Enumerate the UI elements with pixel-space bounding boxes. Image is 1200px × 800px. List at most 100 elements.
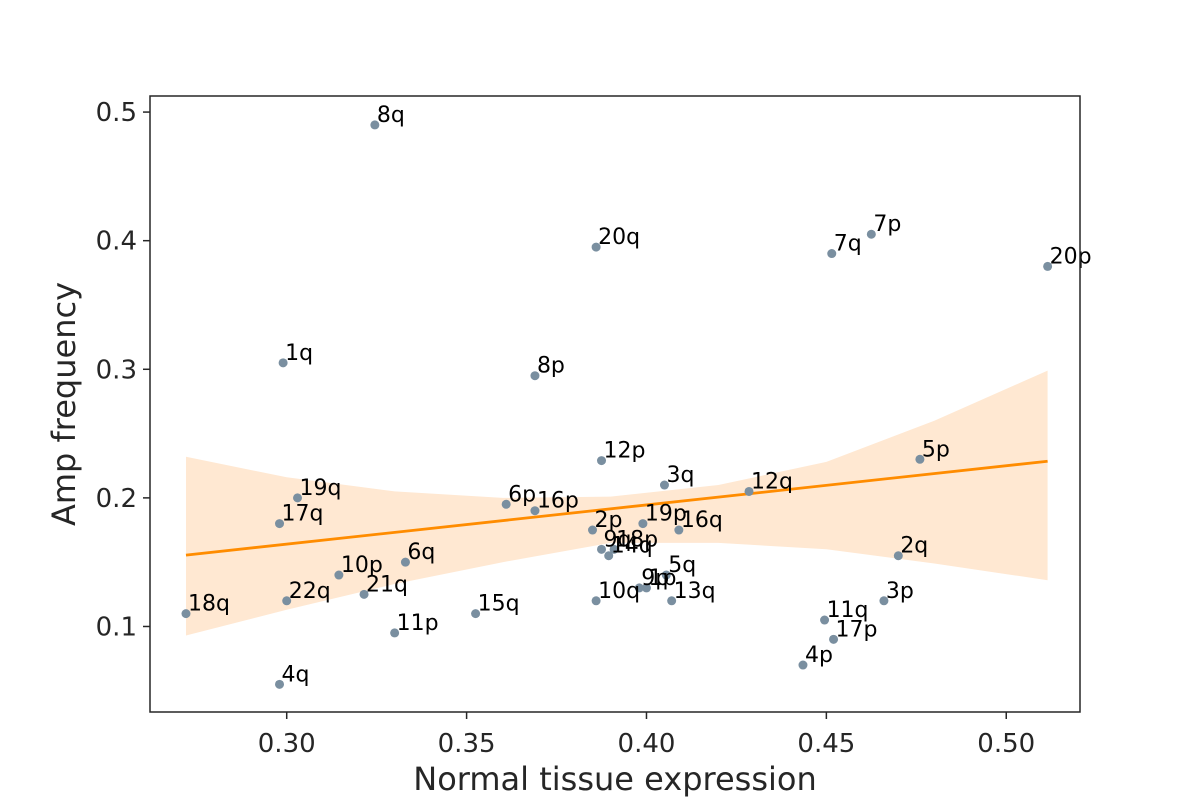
scatter-point [334,570,344,580]
scatter-point [1043,261,1053,271]
x-tick-label: 0.45 [797,729,855,759]
point-label: 8p [537,354,565,379]
point-label: 1p [648,566,676,591]
point-label: 5q [668,553,696,578]
scatter-point [390,628,400,638]
point-label: 3p [886,579,914,604]
confidence-band [186,370,1048,636]
x-tick-label: 0.50 [977,729,1035,759]
scatter-point [591,242,601,252]
scatter-point [820,615,830,625]
point-label: 10q [598,579,640,604]
point-label: 17q [282,502,324,527]
scatter-point [597,544,607,554]
point-label: 1q [285,341,313,366]
y-axis-ticks: 0.1 0.2 0.3 0.4 0.5 [96,98,150,642]
point-label: 15q [478,592,520,617]
scatter-point [661,570,671,580]
point-label: 18q [188,592,230,617]
x-tick-label: 0.40 [618,729,676,759]
point-label: 2p [595,508,623,533]
point-label: 18p [616,527,658,552]
scatter-point [359,589,369,599]
y-tick-label: 0.4 [96,227,137,257]
y-tick-label: 0.1 [96,612,137,642]
point-label: 6q [407,540,435,565]
scatter-point [471,609,481,619]
confidence-band-layer [186,370,1048,636]
scatter-point [275,519,285,529]
point-label: 7q [834,232,862,257]
point-label: 16q [681,508,723,533]
point-label: 2q [900,534,928,559]
scatter-point [866,229,876,239]
point-label: 4p [805,643,833,668]
point-label: 6p [508,482,536,507]
scatter-point [634,583,644,593]
scatter-point [588,525,598,535]
point-label: 16p [537,489,579,514]
scatter-point [370,120,380,130]
point-label: 21q [366,572,408,597]
point-label: 19p [645,502,687,527]
point-label: 20q [598,225,640,250]
scatter-point [591,596,601,606]
point-label: 22q [289,579,331,604]
regression-line-layer [185,459,1048,557]
point-label: 4q [282,662,310,687]
y-tick-label: 0.3 [96,355,137,385]
scatter-point [641,583,651,593]
point-label: 11p [397,611,439,636]
point-label: 7p [873,212,901,237]
point-label: 3q [666,463,694,488]
scatter-point [400,557,410,567]
scatter-point [604,551,614,561]
scatter-point [829,634,839,644]
point-label: 10p [341,553,383,578]
scatter-point [530,371,540,381]
point-label: 14q [611,534,653,559]
point-label: 9q [604,527,632,552]
y-tick-label: 0.2 [96,484,137,514]
scatter-point [893,551,903,561]
point-label: 19q [300,476,342,501]
point-label: 12p [604,439,646,464]
scatter-point [744,486,754,496]
point-label: 13q [674,579,716,604]
y-axis-title: Amp frequency [45,282,83,526]
point-label: 20p [1050,244,1092,269]
point-label: 8q [377,103,405,128]
x-tick-label: 0.35 [438,729,496,759]
scatter-point [609,544,619,554]
scatter-point [915,454,925,464]
regression-line [185,459,1048,557]
scatter-point [293,493,303,503]
scatter-point [674,525,684,535]
plot-frame [149,95,1081,713]
scatter-point [638,519,648,529]
x-axis-title: Normal tissue expression [413,760,816,798]
scatter-point [667,596,677,606]
point-labels-layer: 8q 20q 7p 7q 20p 1q 8p 12p 5p 3q 12q 19q 6p 16p 17q 19p… [188,103,1092,687]
scatter-point [597,456,607,466]
point-label: 11q [827,598,869,623]
scatter-point [181,609,191,619]
scatter-point [827,249,837,259]
x-tick-label: 0.30 [258,729,316,759]
scatter-point [282,596,292,606]
point-label: 5p [922,437,950,462]
scatter-point [659,480,669,490]
point-label: 9p [641,566,669,591]
scatter-point [798,660,808,670]
scatter-point [278,358,288,368]
point-label: 17p [836,617,878,642]
scatter-point [501,499,511,509]
point-label: 12q [751,469,793,494]
y-tick-label: 0.5 [96,98,137,128]
points-layer [181,120,1053,689]
scatter-point [275,679,285,689]
x-axis-ticks: 0.30 0.35 0.40 0.45 0.50 [258,712,1035,759]
scatter-point [879,596,889,606]
scatter-point [530,506,540,516]
